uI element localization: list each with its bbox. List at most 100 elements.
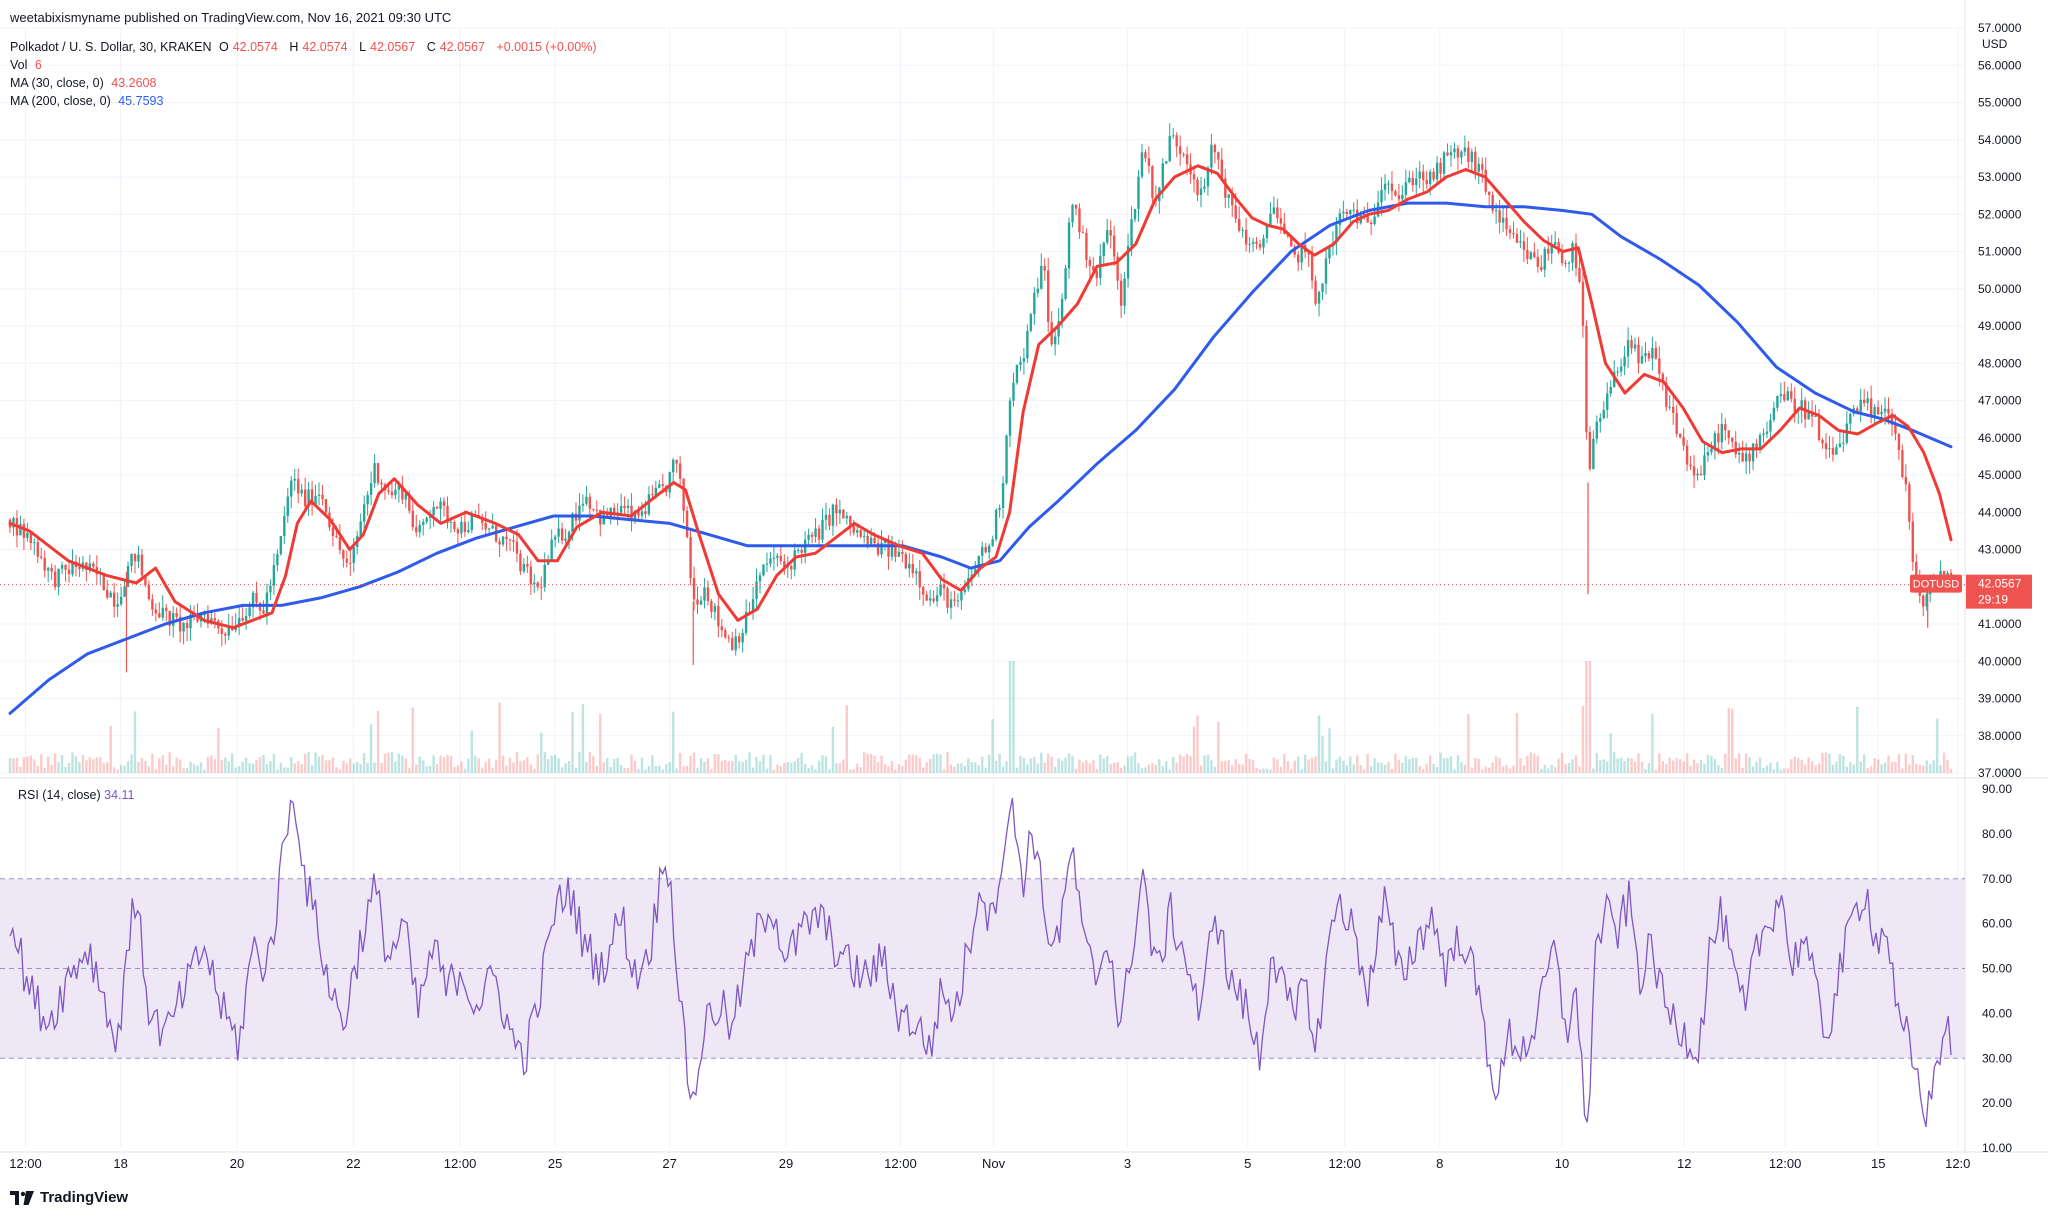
time-tick-label: 12:00 (1769, 1156, 1802, 1171)
volume-bar (213, 759, 217, 773)
candle-body (1894, 424, 1897, 434)
symbol-title[interactable]: Polkadot / U. S. Dollar, 30, KRAKEN (10, 40, 212, 54)
candle-body (1533, 252, 1536, 257)
volume-bar (1675, 758, 1678, 773)
volume-bar (349, 758, 352, 773)
volume-bar (1484, 766, 1487, 773)
volume-bar (1783, 768, 1786, 773)
volume-bar (1859, 761, 1862, 773)
ohlc-close-value: 42.0567 (439, 40, 485, 54)
candle-body (1109, 230, 1112, 236)
ma200-legend[interactable]: MA (200, close, 0) 45.7593 (10, 94, 167, 108)
tradingview-logo[interactable]: TradingView (10, 1189, 128, 1206)
candle-body (324, 499, 328, 513)
volume-bar (1560, 752, 1564, 773)
candle-body (123, 586, 126, 597)
rsi-line[interactable] (9, 797, 1952, 1128)
volume-bar (1696, 763, 1699, 773)
volume-bar (119, 764, 123, 773)
volume-bar (1543, 764, 1546, 773)
candle-body (640, 511, 644, 516)
candle-body (463, 521, 467, 533)
candle-body (672, 459, 675, 473)
volume-bar (248, 763, 251, 773)
volume-bar (231, 753, 234, 773)
volume-bar (1873, 758, 1876, 773)
volume-bar (1064, 757, 1067, 773)
price-tick-label: 48.0000 (1978, 356, 2022, 370)
ohlc-high-label: H (289, 40, 299, 54)
candle-body (1835, 447, 1838, 455)
candle-body (33, 542, 36, 544)
candle-body (1783, 394, 1786, 401)
volume-bar (1008, 661, 1012, 773)
volume-bar (1404, 756, 1408, 773)
ma30-legend[interactable]: MA (30, close, 0) 43.2608 (10, 76, 160, 90)
candle-body (1522, 241, 1526, 250)
volume-bar (786, 762, 789, 773)
ma30-line[interactable] (8, 164, 1953, 630)
last-price-badge[interactable] (1966, 574, 2032, 609)
volume-bar (64, 766, 67, 773)
volume-bar (876, 761, 880, 773)
candle-body (1578, 267, 1581, 282)
candle-body (1734, 441, 1737, 455)
candle-body (1244, 229, 1248, 245)
volume-bar (1807, 757, 1810, 773)
volume-bar (1185, 753, 1189, 773)
volume-bar (1644, 768, 1647, 773)
volume-bar (1651, 714, 1654, 773)
candle-body (588, 496, 592, 509)
candle-body (116, 604, 119, 607)
candle-body (1550, 244, 1553, 254)
candle-body (595, 509, 599, 511)
volume-bar (491, 767, 494, 773)
bar-countdown: 29:19 (1978, 593, 2008, 607)
volume-bar (449, 756, 453, 773)
symbol-tag[interactable] (1910, 574, 1962, 593)
volume-bar (852, 769, 855, 773)
volume-bar (1710, 755, 1713, 773)
candle-body (883, 540, 887, 543)
candle-body (713, 605, 717, 612)
volume-bar (1272, 757, 1276, 773)
rsi-legend[interactable]: RSI (14, close) 34.11 (18, 788, 135, 802)
candle-body (262, 610, 265, 614)
candle-body (1463, 147, 1467, 152)
volume-bar (609, 767, 612, 773)
candle-body (1380, 189, 1383, 203)
volume-legend[interactable]: Vol 6 (10, 58, 46, 72)
volume-bar (932, 754, 935, 773)
candle-body (168, 611, 171, 626)
volume-bar (1849, 761, 1852, 773)
volume-bar (1050, 756, 1053, 773)
candle-body (1672, 406, 1675, 413)
currency-label[interactable]: USD (1982, 37, 2008, 51)
volume-bar (397, 753, 401, 773)
volume-bar (904, 759, 908, 773)
candle-body (842, 509, 845, 519)
candle-body (835, 504, 838, 514)
candle-body (1432, 171, 1435, 180)
volume-bar (1057, 758, 1060, 773)
volume-bar (571, 711, 574, 773)
volume-bar (321, 755, 324, 773)
candle-body (1553, 242, 1557, 245)
volume-bar (237, 765, 241, 773)
volume-bar (428, 765, 432, 773)
volume-bar (508, 757, 512, 773)
candle-body (1481, 163, 1484, 170)
candle-body (734, 636, 737, 651)
volume-bar (675, 768, 678, 773)
ma200-line[interactable] (8, 201, 1953, 715)
volume-bar (1748, 757, 1751, 773)
volume-bar (1890, 761, 1894, 773)
candle-body (1883, 408, 1887, 412)
volume-bar (442, 757, 446, 773)
candle-body (876, 543, 880, 555)
volume-bar (758, 761, 762, 773)
candle-body (1328, 246, 1331, 259)
candle-body (1071, 204, 1074, 223)
volume-bar (1946, 760, 1949, 773)
